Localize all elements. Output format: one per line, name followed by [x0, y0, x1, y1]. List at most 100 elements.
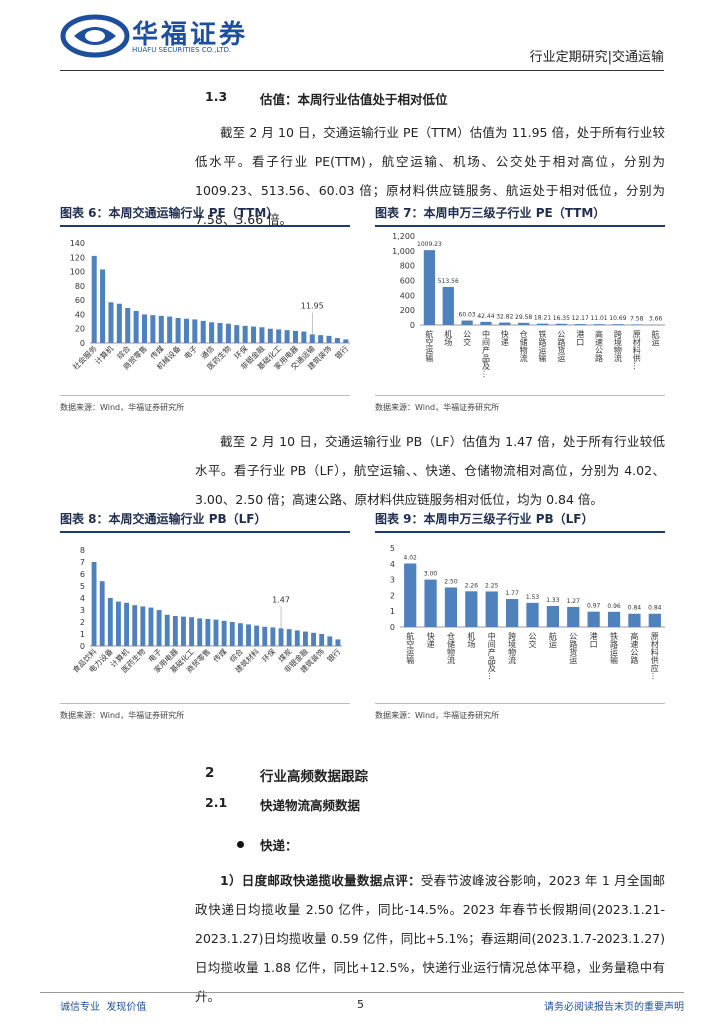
- chart: 020406080100120140社会服务计算机 综合商贸零售 传媒机械设备 电子通…: [70, 239, 351, 372]
- bar: [254, 625, 260, 646]
- bar: [116, 601, 121, 646]
- y-tick-label: 7: [80, 558, 85, 567]
- bar: [309, 334, 315, 343]
- x-tick-label: 航空运输: [425, 329, 434, 363]
- x-tick-label: 计算机: [92, 343, 115, 366]
- bar: [442, 286, 454, 325]
- y-tick-label: 1: [80, 630, 85, 639]
- y-tick-label: 60: [75, 296, 85, 305]
- bar: [424, 579, 437, 627]
- bar: [217, 323, 223, 343]
- x-tick-label: 航空运输: [406, 631, 415, 665]
- bar: [555, 323, 567, 325]
- footer-rule: [40, 992, 684, 993]
- value-label: 2.25: [485, 582, 499, 589]
- bar: [200, 320, 206, 343]
- bar: [189, 617, 195, 646]
- y-tick-label: 140: [70, 239, 85, 248]
- x-tick-label: 高速公路: [630, 631, 639, 664]
- x-tick-label: 电子: [182, 343, 200, 361]
- bar: [148, 607, 154, 646]
- y-tick-label: 20: [75, 325, 85, 334]
- bar: [251, 326, 257, 343]
- bar: [156, 610, 162, 646]
- x-tick-label: 银行: [325, 646, 343, 664]
- bar: [326, 335, 332, 343]
- bar: [404, 563, 417, 627]
- bar: [237, 623, 243, 646]
- x-tick-label: 港口: [576, 329, 585, 346]
- x-tick-label: 港口: [589, 631, 598, 648]
- bar: [192, 319, 198, 343]
- x-tick-label: 原材料供…: [632, 330, 641, 370]
- bar: [181, 616, 186, 646]
- bar: [209, 322, 215, 343]
- value-label: 1.53: [526, 594, 540, 601]
- x-tick-label: 仓储物流: [519, 329, 528, 363]
- y-tick-label: 800: [400, 262, 415, 271]
- x-tick-label: 高速公路: [595, 329, 604, 362]
- bar: [107, 598, 113, 646]
- chart-title: 图表 7：本周申万三级子行业 PE（TTM）: [375, 204, 665, 227]
- y-tick-label: 3: [80, 606, 85, 615]
- bar: [259, 327, 265, 343]
- bar: [267, 328, 273, 343]
- paragraph: 截至 2 月 10 日，交通运输行业 PE（TTM）估值为 11.95 倍，处于…: [195, 125, 665, 227]
- y-tick-label: 2: [80, 618, 85, 627]
- bar: [91, 255, 97, 343]
- y-tick-label: 0: [80, 642, 85, 651]
- bar: [158, 315, 164, 343]
- bar: [262, 626, 268, 646]
- bar: [270, 627, 276, 646]
- bar: [546, 605, 559, 627]
- value-label: 12.17: [572, 315, 589, 322]
- bar: [246, 624, 251, 646]
- bar: [221, 620, 227, 646]
- bar: [518, 322, 530, 325]
- section-number: 2.1: [205, 795, 228, 810]
- section-number: 2: [205, 765, 215, 781]
- value-label: 0.96: [607, 603, 621, 610]
- bar: [335, 639, 341, 646]
- bar: [292, 330, 298, 343]
- section-title: 行业高频数据跟踪: [260, 769, 368, 785]
- section-number: 1.3: [205, 89, 228, 104]
- bar: [133, 310, 139, 343]
- x-tick-label: 公交: [463, 330, 472, 347]
- bar: [302, 631, 308, 646]
- bar: [132, 605, 138, 646]
- bar: [536, 323, 549, 325]
- x-tick-label: 银行: [333, 343, 351, 361]
- y-tick-label: 5: [390, 544, 395, 553]
- x-tick-label: 铁路运输: [538, 329, 547, 363]
- y-tick-label: 80: [75, 282, 85, 291]
- header-rule: [60, 70, 664, 71]
- source: 数据来源：Wind，华福证券研究所: [375, 395, 665, 413]
- y-tick-label: 120: [70, 253, 85, 262]
- footer-slogan: 诚信专业 发现价值: [60, 1002, 147, 1013]
- bar: [526, 602, 539, 627]
- value-label: 1.77: [505, 590, 519, 597]
- bar: [100, 269, 106, 343]
- bar: [319, 634, 325, 646]
- chart-title: 图表 6：本周交通运输行业 PE（TTM）: [60, 204, 350, 227]
- bar: [423, 250, 436, 325]
- bar: [593, 324, 605, 325]
- value-label: 2.50: [444, 579, 458, 586]
- bar: [142, 314, 148, 343]
- paragraph: 截至 2 月 10 日，交通运输行业 PB（LF）估值为 1.47 倍，处于所有…: [195, 434, 665, 507]
- value-label: 60.03: [459, 312, 476, 319]
- y-tick-label: 1,200: [392, 232, 415, 241]
- bullet-dot: [237, 841, 244, 848]
- y-tick-label: 6: [80, 570, 85, 579]
- y-tick-label: 3: [390, 576, 395, 585]
- x-tick-label: 航运: [651, 329, 660, 347]
- chart-title: 图表 9：本周申万三级子行业 PB（LF）: [375, 510, 665, 533]
- y-tick-label: 2: [390, 591, 395, 600]
- x-tick-label: 仓储物流: [446, 631, 455, 665]
- value-label: 4.02: [404, 554, 418, 561]
- text: 受春节波峰波谷影响，2023 年 1 月全国邮政快递日均揽收量 2.50 亿件，…: [195, 873, 665, 1004]
- bar: [167, 316, 173, 343]
